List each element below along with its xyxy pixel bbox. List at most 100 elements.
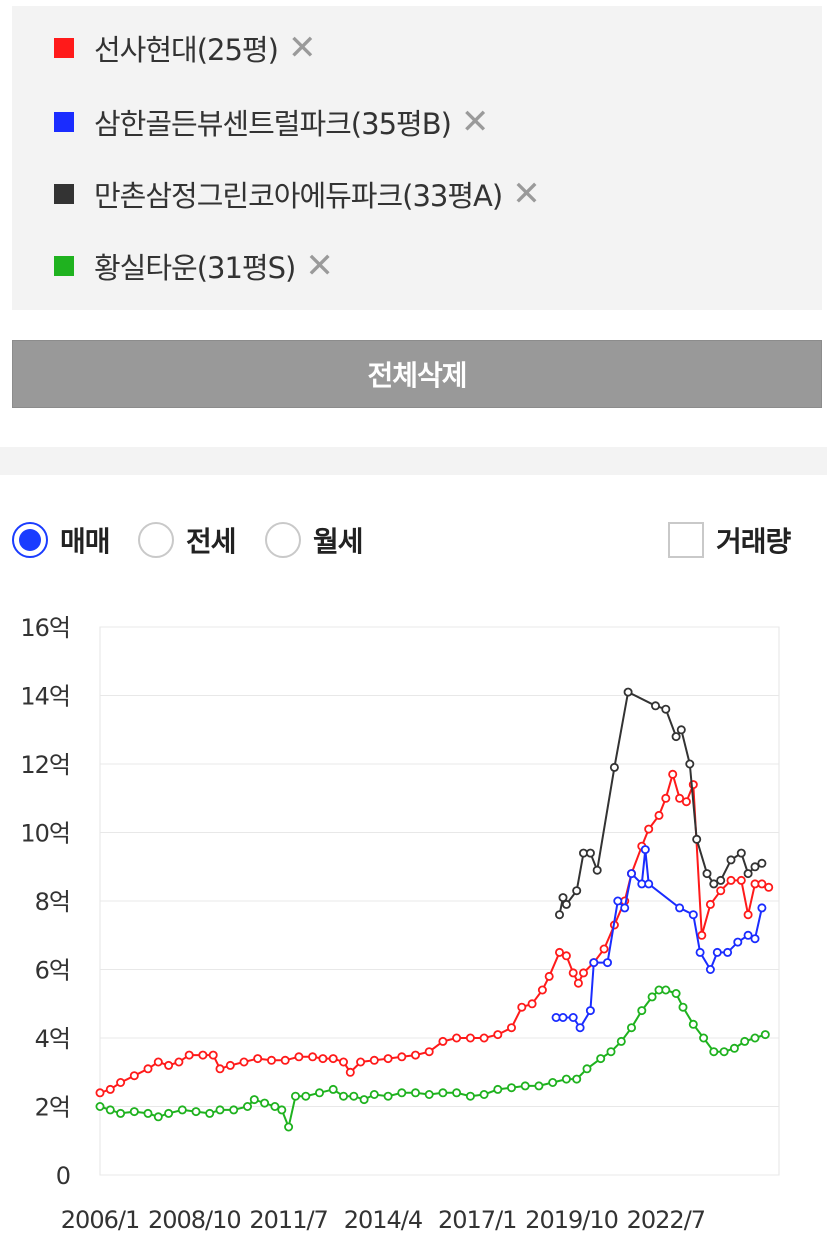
delete-all-button[interactable]: 전체삭제	[12, 340, 822, 408]
radio-unchecked-icon[interactable]	[138, 522, 174, 558]
series-point-0	[517, 1002, 527, 1012]
radio-unchecked-icon[interactable]	[265, 522, 301, 558]
remove-series-icon[interactable]: ✕	[460, 102, 489, 142]
series-point-3	[177, 1105, 187, 1115]
series-point-3	[260, 1098, 270, 1108]
series-point-2	[676, 725, 686, 735]
series-point-1	[757, 903, 767, 913]
series-point-2	[561, 899, 571, 909]
radio-monthly-rent[interactable]: 월세	[265, 520, 364, 560]
series-point-0	[465, 1033, 475, 1043]
series-point-2	[736, 848, 746, 858]
series-point-3	[709, 1047, 719, 1057]
series-point-0	[716, 886, 726, 896]
series-point-0	[225, 1060, 235, 1070]
series-point-2	[757, 858, 767, 868]
series-point-0	[369, 1055, 379, 1065]
legend-swatch-black	[54, 184, 74, 204]
series-point-0	[383, 1054, 393, 1064]
series-point-2	[743, 869, 753, 879]
radio-checked-icon[interactable]	[12, 522, 48, 558]
x-tick-label: 2011/7	[249, 1206, 327, 1234]
series-point-3	[506, 1083, 516, 1093]
series-point-0	[579, 968, 589, 978]
legend-panel: 선사현대(25평) ✕ 삼한골든뷰센트럴파크(35평B) ✕ 만촌삼정그린코아에…	[12, 6, 822, 310]
series-point-3	[129, 1107, 139, 1117]
series-point-3	[688, 1019, 698, 1029]
series-point-2	[651, 701, 661, 711]
series-point-0	[479, 1033, 489, 1043]
series-point-1	[627, 869, 637, 879]
legend-item-seonsa: 선사현대(25평) ✕	[54, 28, 316, 68]
series-point-3	[750, 1033, 760, 1043]
series-point-3	[116, 1108, 126, 1118]
series-point-0	[561, 951, 571, 961]
series-point-3	[270, 1101, 280, 1111]
series-point-2	[671, 732, 681, 742]
series-point-0	[661, 793, 671, 803]
series-point-2	[709, 879, 719, 889]
remove-series-icon[interactable]: ✕	[305, 246, 333, 286]
series-point-0	[764, 882, 774, 892]
series-point-0	[568, 968, 578, 978]
remove-series-icon[interactable]: ✕	[287, 28, 316, 68]
series-point-2	[609, 762, 619, 772]
radio-jeonse[interactable]: 전세	[138, 520, 237, 560]
series-point-0	[280, 1055, 290, 1065]
series-point-3	[95, 1101, 105, 1111]
series-point-3	[699, 1033, 709, 1043]
series-point-3	[215, 1105, 225, 1115]
series-point-3	[637, 1006, 647, 1016]
series-point-2	[692, 834, 702, 844]
radio-sale[interactable]: 매매	[12, 520, 111, 560]
legend-swatch-blue	[54, 112, 74, 132]
remove-series-icon[interactable]: ✕	[512, 174, 540, 214]
series-point-1	[712, 947, 722, 957]
series-point-3	[301, 1091, 311, 1101]
series-point-3	[616, 1036, 626, 1046]
series-point-2	[572, 886, 582, 896]
series-point-3	[561, 1074, 571, 1084]
series-point-0	[424, 1047, 434, 1057]
series-point-3	[359, 1095, 369, 1105]
series-line-0	[99, 770, 770, 1094]
series-point-3	[153, 1112, 163, 1122]
series-point-1	[675, 903, 685, 913]
series-point-3	[678, 1002, 688, 1012]
price-chart: 0 2억 4억 6억 8억 10억 12억 14억 16억 2006/1 2008/10 2011/7…	[20, 614, 780, 1234]
series-point-3	[290, 1091, 300, 1101]
series-point-3	[520, 1081, 530, 1091]
y-tick-label: 14억	[20, 683, 70, 711]
series-point-0	[95, 1088, 105, 1098]
legend-swatch-green	[54, 256, 74, 276]
radio-label: 매매	[60, 525, 111, 558]
y-tick-label: 2억	[35, 1094, 70, 1122]
section-divider	[0, 447, 827, 475]
series-point-2	[623, 687, 633, 697]
series-point-0	[544, 971, 554, 981]
series-point-0	[328, 1054, 338, 1064]
series-point-1	[733, 937, 743, 947]
series-point-2	[661, 704, 671, 714]
series-point-1	[723, 947, 733, 957]
series-point-0	[493, 1030, 503, 1040]
series-point-3	[143, 1108, 153, 1118]
series-point-1	[620, 903, 630, 913]
series-point-0	[116, 1077, 126, 1087]
series-point-3	[383, 1091, 393, 1101]
legend-label: 삼한골든뷰센트럴파크(35평B)	[94, 107, 452, 141]
x-tick-label: 2008/10	[148, 1206, 241, 1234]
volume-checkbox[interactable]: 거래량	[668, 520, 791, 560]
series-point-0	[198, 1050, 208, 1060]
series-point-3	[205, 1108, 215, 1118]
series-point-1	[585, 1006, 595, 1016]
series-point-0	[697, 930, 707, 940]
series-point-0	[308, 1052, 318, 1062]
y-tick-label: 16억	[20, 614, 70, 642]
series-point-0	[555, 947, 565, 957]
series-point-1	[705, 964, 715, 974]
series-point-1	[603, 958, 613, 968]
checkbox-icon[interactable]	[668, 522, 704, 558]
series-point-0	[215, 1064, 225, 1074]
series-point-3	[661, 985, 671, 995]
